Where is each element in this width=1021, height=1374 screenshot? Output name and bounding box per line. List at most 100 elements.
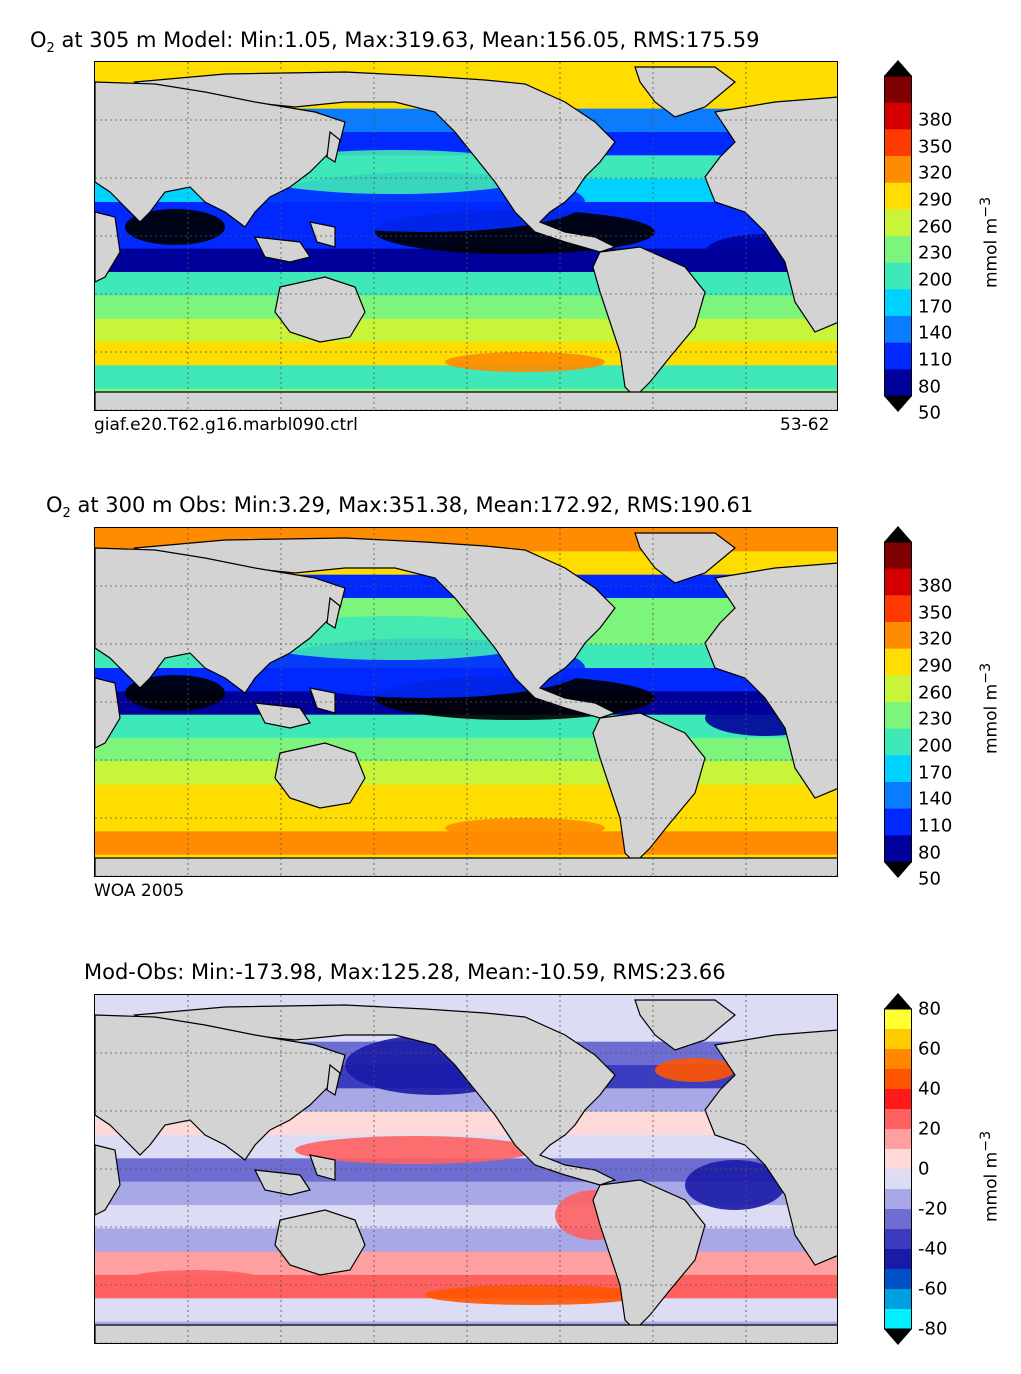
- colorbar-segment: [884, 568, 912, 596]
- land-mass: [95, 1144, 121, 1216]
- colorbar-segment: [884, 342, 912, 370]
- ocean-field-band: [95, 272, 837, 297]
- ocean-field-band: [95, 1205, 837, 1230]
- model-colorbar: [884, 60, 912, 412]
- colorbar-tick-label: 40: [918, 1078, 941, 1100]
- diff-map: [94, 994, 838, 1344]
- land-mass: [592, 712, 706, 864]
- colorbar-segment: [884, 1289, 912, 1310]
- unit-text: mmol m: [981, 1151, 1002, 1222]
- colorbar-extend-top: [884, 993, 912, 1009]
- colorbar-segment: [884, 622, 912, 650]
- land-mass: [592, 1179, 706, 1331]
- land-mass: [309, 221, 336, 248]
- colorbar-tick-label: 170: [918, 296, 953, 318]
- colorbar-tick-label: -40: [918, 1238, 948, 1260]
- title-subscript: 2: [62, 506, 71, 522]
- land-mass: [326, 130, 341, 163]
- model-caption-left: giaf.e20.T62.g16.marbl090.ctrl: [94, 415, 358, 435]
- ocean-field-band: [95, 831, 837, 856]
- unit-text: mmol m: [981, 217, 1002, 288]
- colorbar-tick-label: -80: [918, 1318, 948, 1340]
- unit-sup: −3: [978, 1130, 994, 1152]
- land-mass: [253, 1169, 311, 1196]
- colorbar-tick-label: 320: [918, 162, 953, 184]
- colorbar-tick-label: -20: [918, 1198, 948, 1220]
- title-stats: at 305 m Model: Min:1.05, Max:319.63, Me…: [54, 28, 760, 52]
- land-mass: [704, 96, 837, 333]
- colorbar-segment: [884, 1249, 912, 1270]
- land-mass: [95, 391, 837, 410]
- land-mass: [634, 66, 736, 118]
- field-feature: [445, 352, 605, 372]
- colorbar-tick-label: 50: [918, 402, 941, 424]
- colorbar-tick-label: 50: [918, 868, 941, 890]
- colorbar-segment: [884, 1169, 912, 1190]
- colorbar-segment: [884, 289, 912, 317]
- land-mass: [634, 999, 736, 1051]
- title-subscript: 2: [46, 41, 55, 57]
- colorbar-tick-label: -60: [918, 1278, 948, 1300]
- colorbar-segment: [884, 1109, 912, 1130]
- title-species: O: [46, 493, 63, 517]
- colorbar-segment: [884, 1269, 912, 1290]
- ocean-field-band: [95, 738, 837, 763]
- model-colorbar-unit: mmol m−3: [978, 197, 1002, 288]
- land-mass: [326, 596, 341, 629]
- colorbar-segment: [884, 156, 912, 184]
- ocean-field-band: [95, 365, 837, 390]
- colorbar-tick-label: 140: [918, 788, 953, 810]
- colorbar-tick-label: 20: [918, 1118, 941, 1140]
- field-feature: [125, 1270, 265, 1290]
- colorbar-segment: [884, 808, 912, 836]
- colorbar-segment: [884, 1229, 912, 1250]
- field-feature: [425, 1285, 645, 1305]
- land-mass: [326, 1063, 341, 1096]
- colorbar-segment: [884, 1149, 912, 1170]
- colorbar-segment: [884, 1069, 912, 1090]
- diff-colorbar: [884, 993, 912, 1345]
- colorbar-segment: [884, 595, 912, 623]
- colorbar-tick-label: 60: [918, 1038, 941, 1060]
- colorbar-tick-label: 110: [918, 815, 953, 837]
- ocean-field-band: [95, 784, 837, 809]
- colorbar-extend-bottom: [884, 396, 912, 412]
- land-mass: [95, 1324, 837, 1343]
- colorbar-segment: [884, 755, 912, 783]
- field-feature: [655, 1058, 735, 1082]
- colorbar-tick-label: 200: [918, 735, 953, 757]
- diff-panel-title: Mod-Obs: Min:-173.98, Max:125.28, Mean:-…: [84, 960, 726, 984]
- colorbar-tick-label: 230: [918, 242, 953, 264]
- ocean-field-band: [95, 318, 837, 343]
- land-mass: [95, 547, 346, 694]
- land-mass: [309, 687, 336, 714]
- unit-sup: −3: [978, 662, 994, 684]
- colorbar-segment: [884, 236, 912, 264]
- colorbar-extend-top: [884, 526, 912, 542]
- colorbar-tick-label: 380: [918, 109, 953, 131]
- colorbar-tick-label: 290: [918, 189, 953, 211]
- land-mass: [95, 1014, 346, 1161]
- field-feature: [685, 1160, 785, 1210]
- colorbar-segment: [884, 1029, 912, 1050]
- land-mass: [704, 1029, 837, 1266]
- land-mass: [592, 246, 706, 398]
- colorbar-segment: [884, 102, 912, 130]
- unit-text: mmol m: [981, 683, 1002, 754]
- colorbar-tick-label: 230: [918, 708, 953, 730]
- title-species: O: [30, 28, 47, 52]
- colorbar-segment: [884, 675, 912, 703]
- ocean-field-band: [95, 295, 837, 320]
- colorbar-tick-label: 350: [918, 602, 953, 624]
- colorbar-segment: [884, 129, 912, 157]
- land-mass: [704, 562, 837, 799]
- colorbar-segment: [884, 648, 912, 676]
- colorbar-tick-label: 290: [918, 655, 953, 677]
- colorbar-segment: [884, 262, 912, 290]
- land-mass: [274, 276, 366, 343]
- colorbar-segment: [884, 209, 912, 237]
- land-mass: [132, 1004, 617, 1186]
- colorbar-segment: [884, 1309, 912, 1330]
- obs-panel-title: O2 at 300 m Obs: Min:3.29, Max:351.38, M…: [46, 493, 753, 521]
- land-mass: [253, 702, 311, 729]
